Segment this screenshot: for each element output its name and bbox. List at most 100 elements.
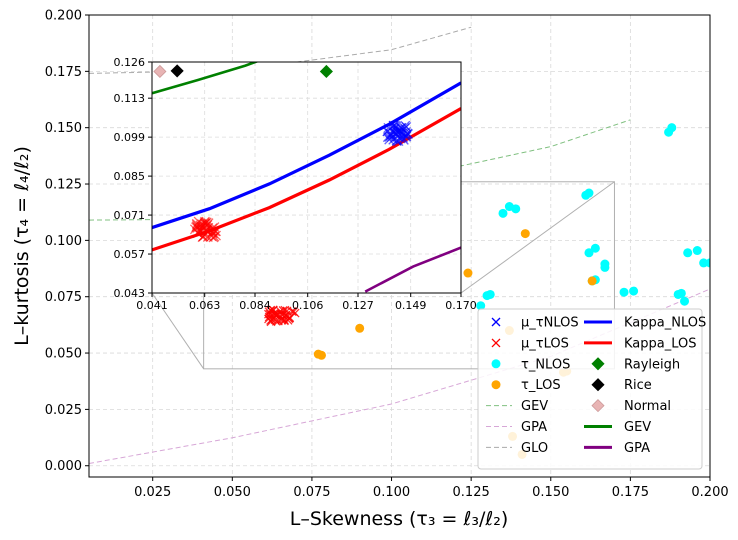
inset-x-tick-label: 0.149 bbox=[395, 299, 427, 312]
point-tau-nlos bbox=[600, 262, 610, 272]
point-tau-nlos bbox=[584, 248, 594, 258]
inset-x-tick-label: 0.170 bbox=[445, 299, 477, 312]
legend-label: GEV bbox=[624, 420, 651, 435]
point-tau-nlos bbox=[511, 204, 521, 214]
legend-label: GLO bbox=[521, 441, 548, 456]
legend-entry: τ_LOS bbox=[491, 378, 561, 393]
inset-point-mu bbox=[397, 128, 408, 139]
inset-y-tick-label: 0.085 bbox=[114, 170, 146, 183]
point-mu bbox=[279, 316, 289, 326]
point-mu bbox=[285, 313, 295, 322]
point-tau-nlos bbox=[485, 289, 495, 299]
y-tick-label: 0.125 bbox=[45, 178, 82, 193]
inset-point-mu-stroke bbox=[397, 128, 408, 139]
legend-marker-circle bbox=[491, 359, 501, 369]
inset-point-mu-stroke bbox=[382, 132, 393, 143]
legend-marker-circle bbox=[491, 380, 501, 390]
y-axis-title: L–kurtosis (τ₄ = ℓ₄/ℓ₂) bbox=[11, 146, 33, 346]
legend-entry: Normal bbox=[591, 399, 671, 414]
inset-point-mu bbox=[400, 120, 411, 131]
legend-entry: GEV bbox=[486, 399, 548, 414]
legend-marker-x-stroke bbox=[491, 338, 501, 348]
inset-point-mu bbox=[401, 129, 412, 140]
legend-entry: GEV bbox=[584, 420, 651, 435]
inset-point-mu bbox=[208, 232, 219, 243]
inset-curve-kappa_nlos bbox=[152, 81, 461, 230]
inset-point-mu-stroke bbox=[400, 120, 411, 131]
legend: μ_τNLOS μ_τLOS τ_NLOS τ_LOS GEV GPA GLO Kappa_N… bbox=[477, 308, 706, 470]
inset-y-tick-label: 0.113 bbox=[114, 92, 146, 105]
zoom-connector bbox=[151, 292, 205, 370]
x-tick-label: 0.150 bbox=[532, 485, 569, 500]
point-tau-nlos bbox=[667, 123, 677, 133]
inset-plot: 0.041 0.063 0.084 0.106 0.127 0.149 0.170 0.043… bbox=[114, 56, 477, 312]
legend-marker-diamond bbox=[591, 378, 605, 392]
legend-label: GPA bbox=[521, 420, 547, 435]
legend-entry: τ_NLOS bbox=[491, 357, 570, 372]
point-mu bbox=[269, 309, 279, 318]
inset-x-tick-label: 0.063 bbox=[189, 299, 221, 312]
y-tick-label: 0.025 bbox=[45, 403, 82, 418]
inset-point-mu bbox=[389, 123, 400, 134]
point-mu-stroke bbox=[279, 316, 289, 326]
legend-entry: GPA bbox=[486, 420, 547, 435]
x-tick-label: 0.200 bbox=[691, 485, 728, 500]
legend-label: GEV bbox=[521, 399, 548, 414]
point-tau-los bbox=[587, 276, 597, 286]
y-tick-label: 0.000 bbox=[45, 459, 82, 474]
x-tick-label: 0.075 bbox=[293, 485, 330, 500]
point-tau-nlos bbox=[590, 243, 600, 253]
point-tau-nlos bbox=[692, 246, 702, 256]
inset-point-mu-stroke bbox=[202, 227, 213, 238]
inset-x-tick-label: 0.041 bbox=[136, 299, 168, 312]
y-tick-label: 0.100 bbox=[45, 234, 82, 249]
inset-point-mu bbox=[384, 131, 395, 142]
legend-entry: μ_τLOS bbox=[491, 336, 569, 351]
inset-point-mu-stroke bbox=[199, 227, 210, 238]
legend-entry: μ_τNLOS bbox=[491, 316, 579, 331]
point-tau-los bbox=[463, 268, 473, 278]
point-tau-nlos bbox=[699, 258, 709, 268]
point-tau-nlos bbox=[629, 286, 639, 296]
point-tau-nlos bbox=[705, 258, 710, 268]
y-tick-label: 0.075 bbox=[45, 290, 82, 305]
x-tick-label: 0.100 bbox=[373, 485, 410, 500]
point-mu-stroke bbox=[287, 307, 297, 316]
inset-x-tick-label: 0.106 bbox=[292, 299, 324, 312]
inset-y-tick-label: 0.057 bbox=[114, 248, 146, 261]
legend-label: Rice bbox=[624, 378, 652, 393]
inset-point-normal bbox=[153, 64, 167, 79]
point-mu-stroke bbox=[269, 309, 279, 318]
point-mu-stroke bbox=[264, 312, 274, 322]
point-mu bbox=[268, 305, 278, 315]
point-mu bbox=[264, 312, 274, 322]
y-tick-label: 0.200 bbox=[45, 9, 82, 24]
inset-point-mu-stroke bbox=[389, 123, 400, 134]
point-tau-los bbox=[316, 350, 326, 360]
inset-y-tick-label: 0.071 bbox=[114, 209, 146, 222]
inset-point-mu bbox=[390, 123, 401, 134]
point-tau-nlos bbox=[498, 208, 508, 218]
inset-point-mu-stroke bbox=[203, 218, 214, 229]
inset-curve-gev bbox=[152, 62, 260, 95]
inset-point-mu bbox=[199, 227, 210, 238]
point-mu-stroke bbox=[276, 309, 286, 319]
inset-point-mu-stroke bbox=[193, 216, 204, 227]
point-tau-los bbox=[355, 323, 365, 333]
legend-marker-diamond bbox=[591, 357, 605, 371]
inset-point-mu-stroke bbox=[401, 129, 412, 140]
legend-label: Normal bbox=[624, 399, 671, 414]
x-tick-label: 0.050 bbox=[214, 485, 251, 500]
point-mu-stroke bbox=[273, 316, 283, 326]
point-tau-nlos bbox=[680, 296, 690, 306]
inset-points bbox=[153, 64, 413, 243]
point-tau-nlos bbox=[584, 188, 594, 198]
legend-frame bbox=[477, 308, 703, 470]
point-mu bbox=[276, 309, 286, 319]
legend-label: GPA bbox=[624, 441, 650, 456]
inset-point-mu-stroke bbox=[384, 131, 395, 142]
point-mu-stroke bbox=[285, 313, 295, 322]
point-tau-nlos bbox=[683, 248, 693, 258]
inset-x-tick-label: 0.127 bbox=[342, 299, 374, 312]
